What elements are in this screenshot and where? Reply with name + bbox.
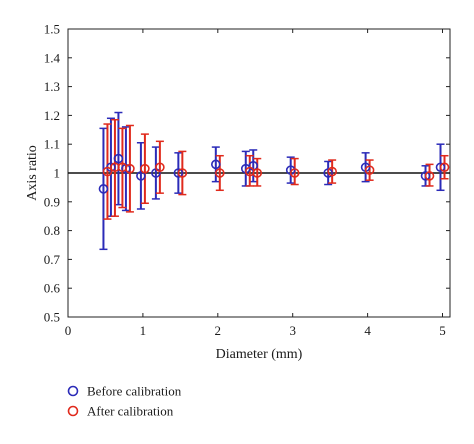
data-point xyxy=(424,171,435,181)
data-point xyxy=(252,168,263,178)
y-axis-label: Axis ratio xyxy=(25,145,40,201)
y-tick-label: 0.8 xyxy=(44,223,60,238)
data-point xyxy=(113,153,124,164)
y-tick-label: 1.1 xyxy=(44,137,60,152)
x-tick-label: 1 xyxy=(140,323,147,338)
legend-marker xyxy=(67,405,79,417)
y-tick-label: 0.9 xyxy=(44,194,60,209)
legend: Before calibration After calibration xyxy=(67,384,182,419)
axis-ticks: 0 1 2 3 4 5 0.5 0.6 0.7 0.8 0.9 1 1.1 1.2 1.3 1.4 1.5 xyxy=(44,22,450,338)
data-point xyxy=(102,166,113,177)
data-point xyxy=(136,171,146,181)
y-tick-label: 1.2 xyxy=(44,108,60,123)
data-points xyxy=(98,153,450,194)
data-point xyxy=(125,163,135,174)
y-tick-label: 0.5 xyxy=(44,310,60,325)
y-tick-label: 1 xyxy=(54,166,61,181)
y-tick-label: 0.7 xyxy=(44,252,61,267)
y-tick-label: 1.5 xyxy=(44,22,60,37)
data-point xyxy=(173,168,184,178)
x-tick-label: 4 xyxy=(364,323,371,338)
error-bars xyxy=(99,111,449,251)
y-tick-label: 1.4 xyxy=(44,50,61,65)
legend-marker xyxy=(67,385,79,397)
data-point xyxy=(140,163,150,174)
data-point xyxy=(215,168,225,178)
data-point xyxy=(98,184,109,194)
legend-label: Before calibration xyxy=(87,384,182,399)
x-tick-label: 0 xyxy=(65,323,72,338)
y-tick-label: 0.6 xyxy=(44,281,61,296)
data-point xyxy=(211,159,221,170)
x-tick-label: 5 xyxy=(439,323,446,338)
x-axis-label: Diameter (mm) xyxy=(216,347,303,362)
x-tick-label: 3 xyxy=(289,323,296,338)
data-point xyxy=(439,162,450,173)
data-point xyxy=(289,168,300,178)
data-point xyxy=(420,171,431,181)
data-point xyxy=(327,166,337,177)
y-tick-label: 1.3 xyxy=(44,79,60,94)
legend-label: After calibration xyxy=(87,404,174,419)
data-point xyxy=(364,165,375,175)
x-tick-label: 2 xyxy=(215,323,222,338)
data-point xyxy=(435,162,446,173)
data-point xyxy=(177,168,188,178)
data-point xyxy=(155,162,165,173)
axis-labels: Diameter (mm) Axis ratio xyxy=(25,145,303,362)
